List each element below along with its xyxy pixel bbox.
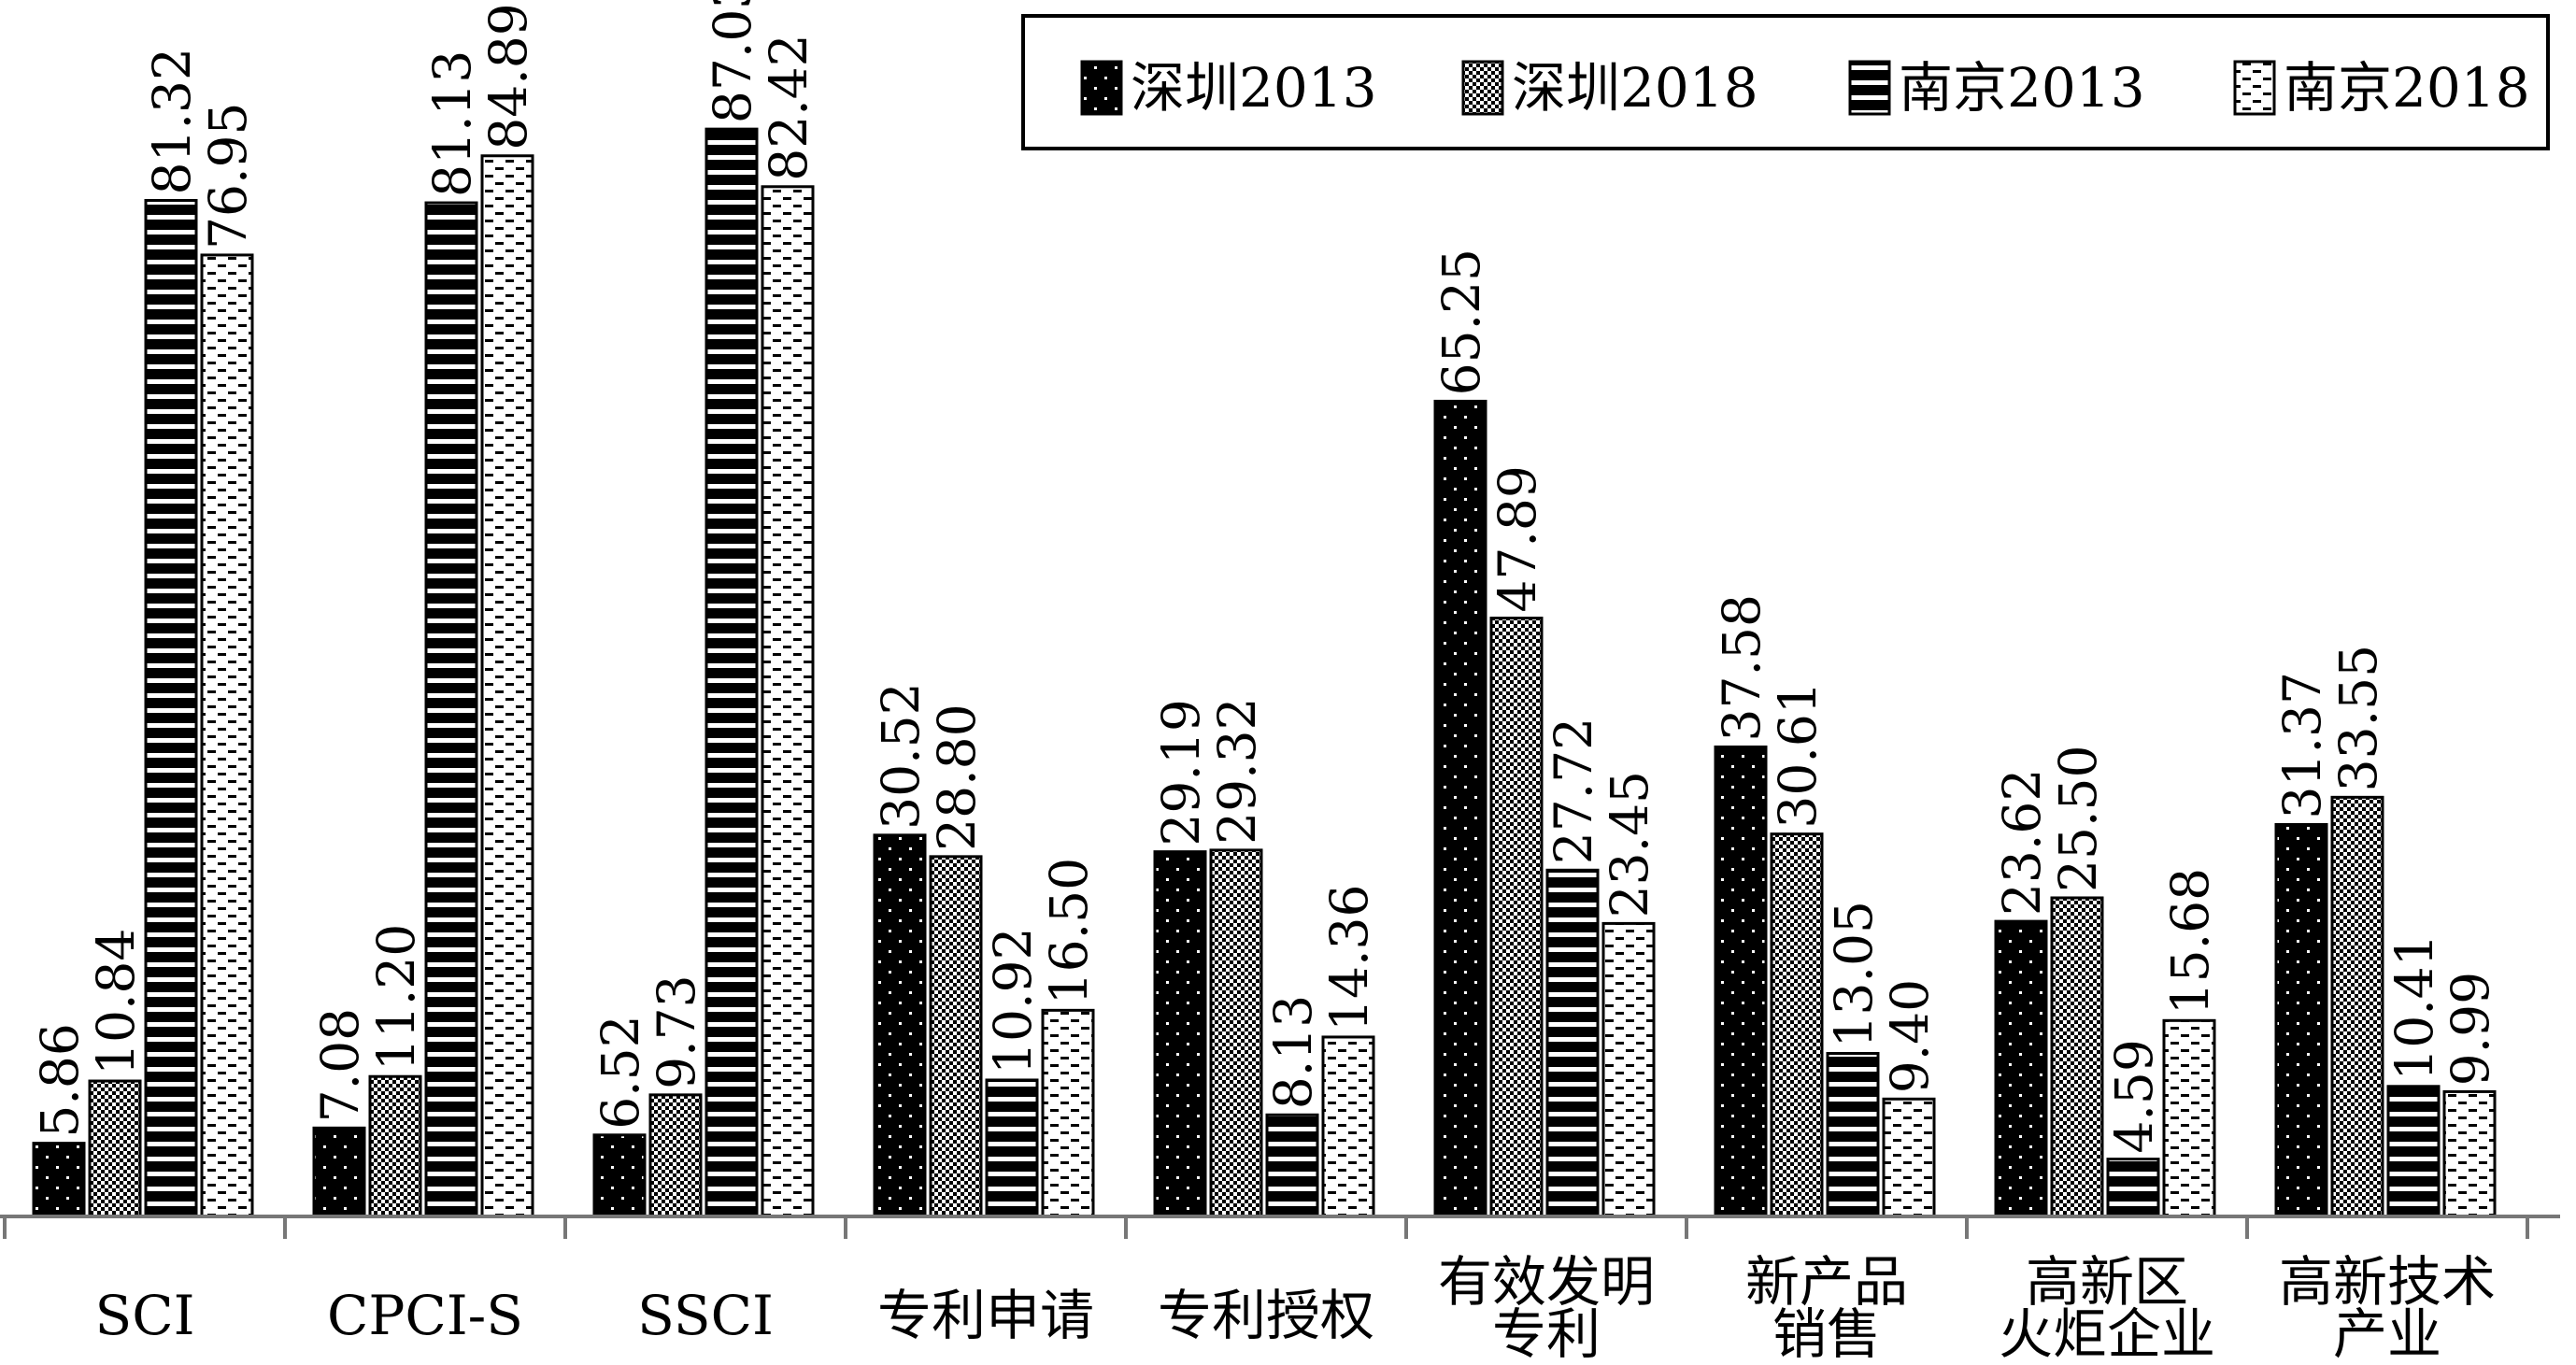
data-label-7-series-1: 37.58 [1712, 594, 1772, 741]
legend-swatch-3 [1848, 60, 1891, 116]
bar-9-series-1 [2274, 822, 2328, 1218]
data-label-6-series-4: 23.45 [1600, 771, 1659, 917]
bar-5-series-1 [1153, 850, 1207, 1218]
bar-5-series-3 [1265, 1113, 1319, 1218]
data-label-7-series-4: 9.40 [1880, 979, 1940, 1093]
bar-6-series-1 [1433, 399, 1487, 1218]
bar-1-series-2 [88, 1079, 142, 1218]
data-label-7-series-2: 30.61 [1768, 681, 1828, 828]
data-label-3-series-4: 82.42 [759, 34, 818, 180]
data-label-5-series-3: 8.13 [1263, 995, 1323, 1109]
legend-swatch-1 [1080, 60, 1123, 116]
legend-frame [1021, 14, 2550, 150]
bar-3-series-2 [648, 1093, 703, 1218]
x-tick-label-8: 高新区火炬企业 [1999, 1250, 2215, 1365]
bar-5-series-4 [1321, 1035, 1375, 1218]
legend-label-4: 南京2018 [2284, 56, 2530, 120]
bar-6-series-2 [1489, 617, 1544, 1218]
bar-2-series-2 [368, 1074, 422, 1218]
x-tick-label-2: CPCI-S [327, 1284, 523, 1347]
legend-swatch-2 [1461, 60, 1504, 116]
data-label-2-series-2: 11.20 [366, 924, 426, 1071]
bar-1-series-1 [32, 1142, 86, 1218]
data-label-1-series-2: 10.84 [86, 929, 146, 1075]
bar-4-series-1 [873, 833, 927, 1218]
bar-7-series-3 [1826, 1051, 1880, 1218]
data-label-4-series-1: 30.52 [871, 682, 931, 829]
data-label-4-series-3: 10.92 [983, 927, 1043, 1074]
legend-label-3: 南京2013 [1899, 56, 2145, 120]
data-label-2-series-1: 7.08 [310, 1008, 370, 1122]
bar-3-series-3 [704, 127, 759, 1218]
data-label-3-series-2: 9.73 [647, 974, 706, 1088]
data-label-8-series-2: 25.50 [2048, 746, 2108, 892]
bar-6-series-3 [1545, 868, 1600, 1218]
data-label-6-series-3: 27.72 [1544, 718, 1603, 864]
x-tick-label-4: 专利申请 [877, 1284, 1094, 1347]
bar-4-series-4 [1041, 1008, 1095, 1218]
data-label-9-series-4: 9.99 [2441, 972, 2500, 1086]
legend-label-1: 深圳2013 [1131, 56, 1377, 120]
x-tick-label-1: SCI [94, 1284, 194, 1347]
bar-6-series-4 [1601, 921, 1656, 1218]
data-label-8-series-1: 23.62 [1992, 769, 2052, 916]
bar-9-series-3 [2386, 1085, 2441, 1218]
data-label-8-series-3: 4.59 [2104, 1039, 2164, 1153]
bar-8-series-3 [2106, 1158, 2160, 1218]
bar-3-series-1 [592, 1133, 647, 1218]
data-label-2-series-3: 81.13 [422, 50, 482, 197]
data-label-2-series-4: 84.89 [478, 3, 538, 149]
data-label-6-series-2: 47.89 [1487, 465, 1547, 612]
data-label-9-series-3: 10.41 [2384, 933, 2444, 1080]
x-tick-label-5: 专利授权 [1158, 1284, 1374, 1347]
x-tick-label-6: 有效发明专利 [1438, 1250, 1655, 1365]
legend-label-2: 深圳2018 [1512, 56, 1758, 120]
data-label-8-series-4: 15.68 [2160, 868, 2220, 1015]
bar-9-series-4 [2442, 1089, 2497, 1218]
bar-8-series-2 [2050, 896, 2104, 1218]
bar-8-series-4 [2162, 1018, 2216, 1218]
data-label-4-series-2: 28.80 [927, 704, 987, 850]
data-label-1-series-3: 81.32 [142, 48, 202, 194]
data-label-4-series-4: 16.50 [1039, 858, 1099, 1004]
bar-3-series-4 [761, 185, 815, 1218]
bar-4-series-3 [985, 1078, 1039, 1218]
bar-7-series-1 [1714, 745, 1768, 1218]
bar-1-series-3 [144, 199, 198, 1218]
data-label-9-series-1: 31.37 [2272, 672, 2332, 818]
bar-9-series-2 [2330, 795, 2384, 1218]
data-label-5-series-2: 29.32 [1207, 697, 1267, 844]
bar-2-series-4 [480, 154, 534, 1218]
data-label-3-series-1: 6.52 [591, 1015, 650, 1129]
bar-5-series-2 [1209, 848, 1263, 1218]
legend: 深圳2013 深圳2018 南京2013 南京2018 [1021, 14, 2550, 150]
x-tick-label-3: SSCI [637, 1284, 774, 1347]
bar-2-series-1 [312, 1126, 366, 1218]
bar-4-series-2 [929, 855, 983, 1218]
bar-7-series-4 [1882, 1097, 1936, 1218]
data-label-1-series-4: 76.95 [198, 102, 258, 249]
bars-group [32, 127, 2497, 1218]
data-label-7-series-3: 13.05 [1824, 901, 1884, 1047]
x-tick-label-7: 新产品销售 [1745, 1250, 1908, 1365]
data-label-9-series-2: 33.55 [2328, 645, 2388, 791]
data-label-5-series-1: 29.19 [1151, 699, 1211, 846]
x-axis: SCI CPCI-S SSCI 专利申请 专利授权 有效发明专利新产品销售高新区火炬企业高… [0, 1215, 2560, 1365]
data-label-6-series-1: 65.25 [1431, 249, 1491, 395]
x-tick-label-9: 高新技术产业 [2279, 1250, 2496, 1365]
bar-8-series-1 [1994, 919, 2048, 1218]
bar-1-series-4 [200, 253, 254, 1218]
bar-7-series-2 [1770, 832, 1824, 1218]
data-label-1-series-1: 5.86 [30, 1023, 90, 1137]
data-label-3-series-3: 87.03 [703, 0, 762, 123]
bar-2-series-3 [424, 201, 478, 1218]
data-label-5-series-4: 14.36 [1319, 884, 1379, 1031]
legend-swatch-4 [2233, 60, 2276, 116]
